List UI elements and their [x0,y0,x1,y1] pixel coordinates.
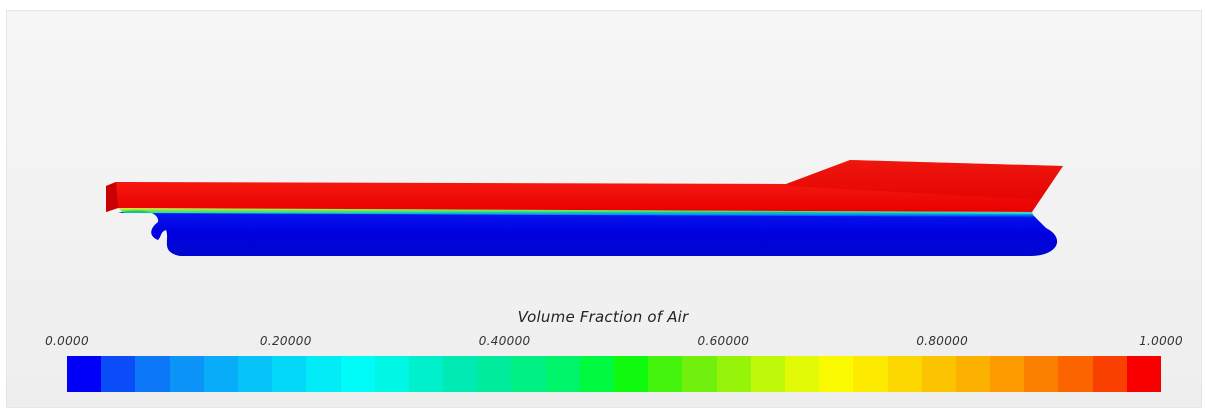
colorbar-band [477,356,512,392]
colorbar-band [306,356,341,392]
colorbar-band [374,356,409,392]
colorbar-band [511,356,546,392]
legend-tick: 1.0000 [1139,334,1183,348]
stern-face [106,182,118,212]
legend-tick: 0.80000 [916,334,969,348]
colorbar-band [955,356,991,392]
legend-tick: 0.40000 [478,334,531,348]
colorbar-band [921,356,956,392]
colorbar-band [1126,356,1161,392]
legend-title: Volume Fraction of Air [517,308,689,326]
colorbar-band [853,356,888,392]
colorbar-band [1024,356,1059,392]
colorbar-band [443,356,478,392]
hull-underwater-region [118,210,1058,256]
colorbar-band [101,356,136,392]
colorbar-band [819,356,854,392]
legend-tick: 0.60000 [697,334,750,348]
colorbar-band [1058,356,1093,392]
free-surface-interface [118,208,1034,217]
colorbar-band [272,356,307,392]
colorbar-band [750,356,785,392]
legend-tick: 0.0000 [45,334,89,348]
colorbar-band [169,356,204,392]
colorbar-band [784,356,820,392]
colorbar-band [1092,356,1127,392]
colorbar-band [545,356,580,392]
colorbar-band [408,356,444,392]
colorbar-band [990,356,1025,392]
colorbar-band [716,356,751,392]
hull-above-water-region [106,160,1063,212]
colorbar-band [135,356,170,392]
legend-tick: 0.20000 [259,334,312,348]
bow-shading [786,160,1063,200]
colorbar-band [203,356,238,392]
colorbar-band [67,356,102,392]
colorbar-band [887,356,922,392]
colorbar-band [614,356,649,392]
colorbar-band [340,356,375,392]
colorbar-band [648,356,683,392]
colorbar-band [579,356,614,392]
legend-colorbar [67,356,1161,392]
colorbar-band [237,356,273,392]
colorbar-band [682,356,717,392]
